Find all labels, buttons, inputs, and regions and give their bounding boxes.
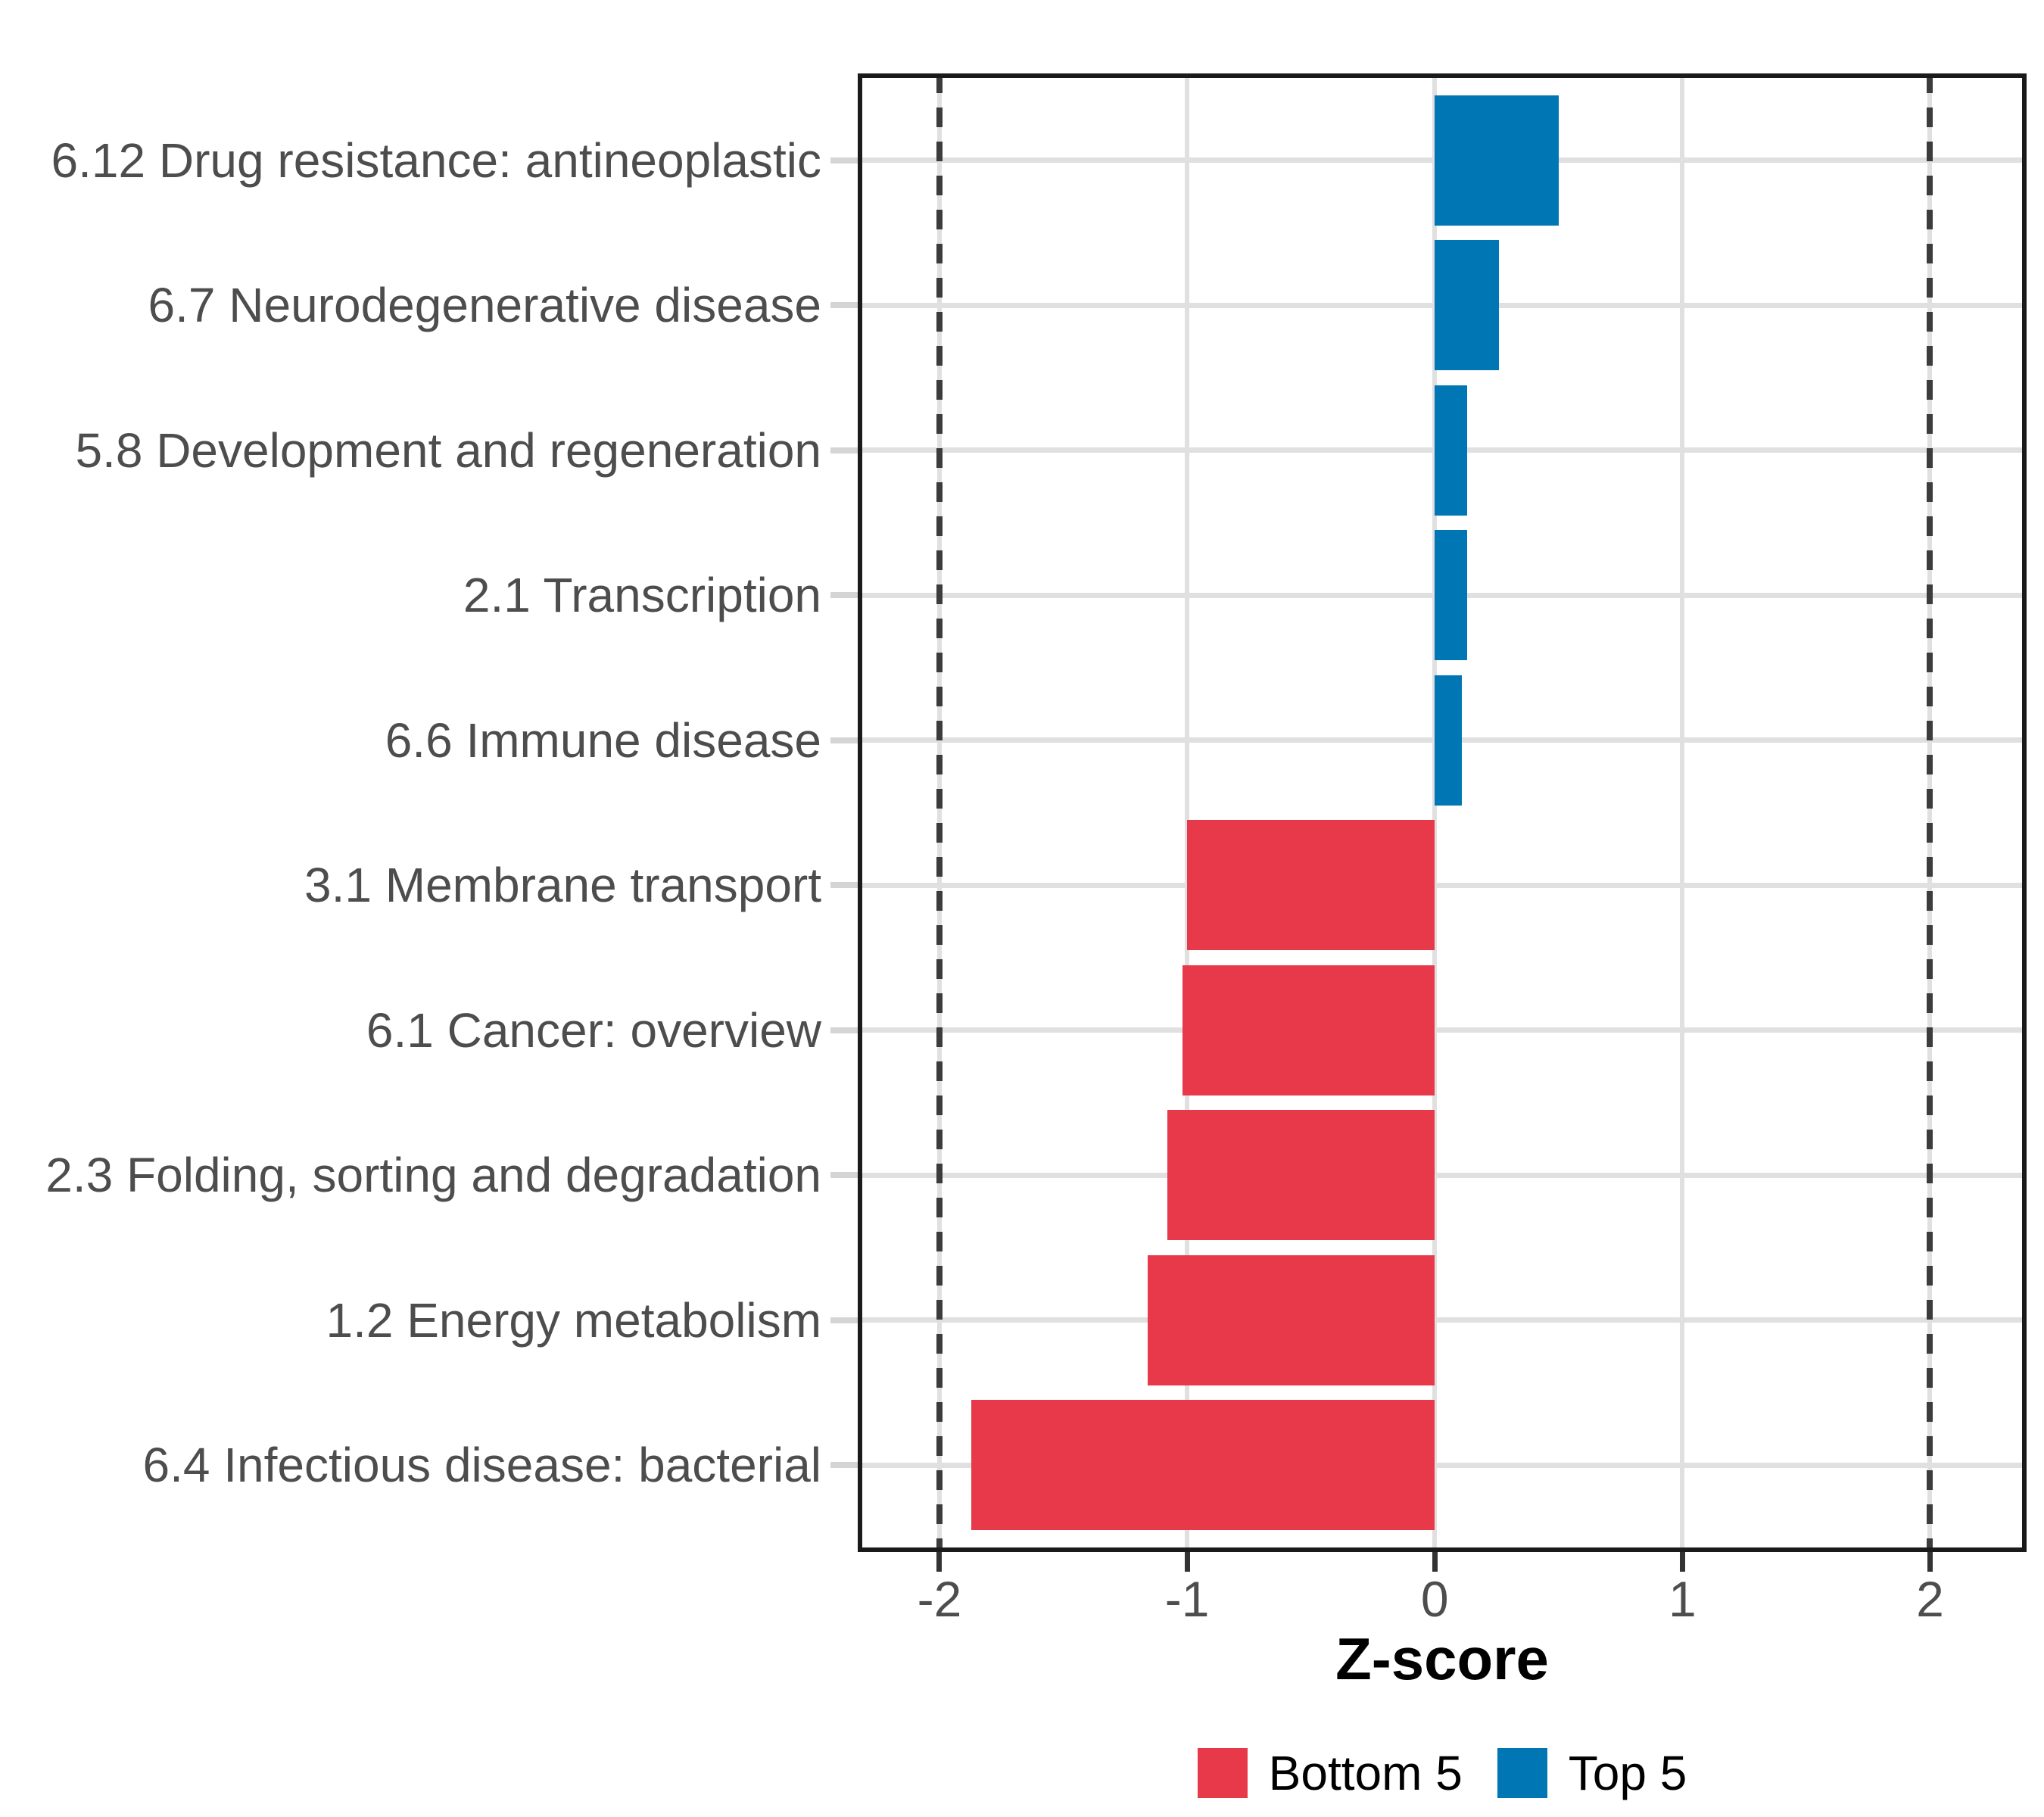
- bar: [1147, 1254, 1435, 1385]
- category-label: 6.12 Drug resistance: antineoplastic: [51, 132, 821, 188]
- y-tick-mark: [830, 157, 858, 164]
- legend-label: Top 5: [1568, 1746, 1687, 1800]
- y-tick-mark: [830, 1317, 858, 1323]
- category-label: 3.1 Membrane transport: [304, 858, 821, 913]
- category-label: 6.6 Immune disease: [385, 712, 821, 768]
- bar: [1435, 385, 1467, 516]
- gridline-horizontal: [858, 1027, 2027, 1033]
- x-tick-mark: [1432, 1552, 1438, 1572]
- bar: [1435, 95, 1559, 226]
- x-tick-label: -1: [1164, 1571, 1210, 1627]
- y-tick-mark: [830, 447, 858, 453]
- category-label: 6.7 Neurodegenerative disease: [148, 278, 822, 333]
- category-label: 6.4 Infectious disease: bacterial: [142, 1438, 821, 1493]
- y-tick-mark: [830, 882, 858, 889]
- bar: [971, 1400, 1435, 1531]
- legend-label: Bottom 5: [1268, 1746, 1463, 1800]
- gridline-horizontal: [858, 882, 2027, 888]
- y-tick-mark: [830, 592, 858, 599]
- y-tick-mark: [830, 302, 858, 309]
- x-tick-label: 0: [1420, 1571, 1449, 1627]
- gridline-vertical: [1680, 73, 1685, 1552]
- x-tick-mark: [1927, 1552, 1933, 1572]
- y-tick-mark: [830, 1462, 858, 1469]
- legend-swatch-top5: [1497, 1748, 1547, 1798]
- gridline-horizontal: [858, 1317, 2027, 1323]
- legend-swatch-bottom5: [1197, 1748, 1248, 1798]
- bar: [1167, 1110, 1435, 1241]
- y-tick-mark: [830, 737, 858, 743]
- gridline-horizontal: [858, 1462, 2027, 1468]
- bar: [1435, 675, 1463, 806]
- dashed-reference-line: [936, 73, 943, 1552]
- category-label: 2.1 Transcription: [463, 568, 821, 623]
- legend-item: Top 5: [1497, 1747, 1687, 1800]
- legend: Bottom 5 Top 5: [858, 1738, 2027, 1808]
- plot-panel: [858, 73, 2027, 1552]
- x-tick-mark: [1184, 1552, 1190, 1572]
- y-tick-mark: [830, 1172, 858, 1179]
- category-label: 5.8 Development and regeneration: [75, 422, 821, 478]
- x-tick-mark: [1679, 1552, 1685, 1572]
- category-label: 6.1 Cancer: overview: [366, 1002, 821, 1058]
- gridline-vertical: [1185, 73, 1190, 1552]
- y-tick-mark: [830, 1027, 858, 1033]
- dashed-reference-line: [1927, 73, 1933, 1552]
- category-label: 2.3 Folding, sorting and degradation: [45, 1148, 821, 1203]
- bar: [1182, 965, 1435, 1095]
- category-label: 1.2 Energy metabolism: [326, 1292, 821, 1348]
- bar: [1187, 820, 1435, 951]
- legend-item: Bottom 5: [1197, 1746, 1463, 1800]
- x-tick-label: 1: [1668, 1571, 1697, 1627]
- bar: [1435, 530, 1467, 661]
- x-tick-label: -2: [917, 1571, 962, 1627]
- x-axis-title: Z-score: [1335, 1625, 1549, 1692]
- x-tick-label: 2: [1916, 1571, 1944, 1627]
- gridline-vertical: [1432, 73, 1438, 1552]
- x-tick-mark: [936, 1552, 943, 1572]
- bar: [1435, 240, 1500, 371]
- gridline-horizontal: [858, 1172, 2027, 1178]
